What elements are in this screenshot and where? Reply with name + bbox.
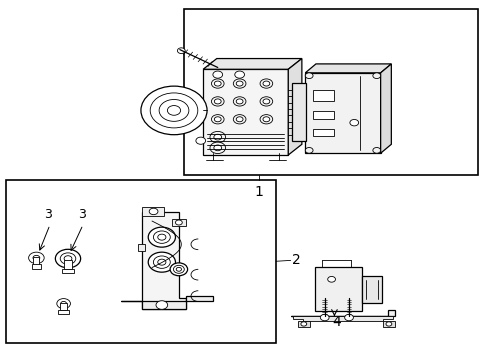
- Circle shape: [214, 117, 221, 122]
- Bar: [31, 264, 41, 269]
- Bar: [183, 9, 477, 175]
- Circle shape: [214, 81, 221, 86]
- Circle shape: [349, 120, 358, 126]
- Circle shape: [150, 93, 198, 128]
- Bar: [6, 180, 276, 342]
- Bar: [312, 111, 333, 120]
- Circle shape: [141, 86, 206, 135]
- Circle shape: [372, 148, 380, 153]
- Text: 2: 2: [291, 253, 300, 267]
- Bar: [58, 310, 69, 314]
- Circle shape: [55, 249, 81, 268]
- Circle shape: [196, 137, 205, 144]
- Bar: [314, 267, 362, 311]
- Polygon shape: [120, 296, 212, 309]
- Text: 4: 4: [332, 315, 341, 329]
- Bar: [33, 257, 39, 265]
- Circle shape: [159, 99, 188, 121]
- Circle shape: [156, 301, 167, 309]
- Circle shape: [33, 255, 40, 260]
- Circle shape: [344, 314, 353, 321]
- Circle shape: [233, 97, 245, 106]
- Circle shape: [305, 148, 312, 153]
- Polygon shape: [142, 207, 164, 216]
- Circle shape: [211, 79, 224, 88]
- Circle shape: [233, 79, 245, 88]
- Circle shape: [211, 97, 224, 106]
- Polygon shape: [171, 219, 186, 226]
- Circle shape: [148, 227, 175, 247]
- Circle shape: [211, 114, 224, 124]
- Circle shape: [327, 276, 335, 282]
- Circle shape: [176, 267, 181, 271]
- Circle shape: [175, 220, 182, 225]
- Circle shape: [158, 234, 165, 240]
- Circle shape: [372, 73, 380, 78]
- Bar: [312, 90, 333, 101]
- Circle shape: [167, 105, 180, 115]
- Polygon shape: [380, 64, 390, 153]
- Polygon shape: [142, 212, 186, 309]
- Circle shape: [263, 81, 269, 86]
- Text: 3: 3: [43, 208, 51, 221]
- Polygon shape: [287, 59, 301, 155]
- Circle shape: [260, 114, 272, 124]
- Circle shape: [209, 142, 225, 154]
- Circle shape: [236, 99, 243, 104]
- Circle shape: [177, 48, 185, 54]
- Bar: [62, 269, 74, 273]
- Polygon shape: [305, 64, 390, 73]
- Circle shape: [64, 256, 72, 261]
- Circle shape: [29, 252, 44, 264]
- Polygon shape: [297, 321, 309, 327]
- Circle shape: [149, 208, 158, 215]
- Circle shape: [213, 134, 221, 140]
- Circle shape: [209, 131, 225, 143]
- Bar: [362, 276, 381, 302]
- Polygon shape: [137, 244, 144, 251]
- Circle shape: [214, 99, 221, 104]
- Circle shape: [305, 73, 312, 78]
- Circle shape: [320, 314, 328, 321]
- Bar: [60, 303, 67, 310]
- Circle shape: [148, 252, 175, 272]
- Circle shape: [57, 298, 70, 309]
- Circle shape: [233, 114, 245, 124]
- Circle shape: [60, 253, 76, 264]
- Polygon shape: [292, 316, 392, 321]
- Circle shape: [153, 256, 170, 268]
- Text: 1: 1: [254, 185, 263, 199]
- Circle shape: [385, 322, 391, 326]
- Bar: [64, 260, 72, 269]
- Bar: [312, 129, 333, 135]
- Circle shape: [153, 231, 170, 243]
- Bar: [291, 83, 305, 141]
- Circle shape: [260, 97, 272, 106]
- Circle shape: [263, 117, 269, 122]
- Circle shape: [173, 265, 184, 273]
- Circle shape: [236, 117, 243, 122]
- Circle shape: [170, 263, 187, 276]
- Circle shape: [61, 301, 66, 306]
- Polygon shape: [290, 310, 394, 316]
- Circle shape: [263, 99, 269, 104]
- Polygon shape: [382, 321, 394, 327]
- Circle shape: [260, 79, 272, 88]
- Circle shape: [300, 322, 306, 326]
- Circle shape: [212, 71, 222, 78]
- Polygon shape: [203, 69, 287, 155]
- Polygon shape: [305, 73, 380, 153]
- Text: 3: 3: [78, 208, 85, 221]
- Circle shape: [158, 259, 165, 265]
- Circle shape: [236, 81, 243, 86]
- Polygon shape: [203, 59, 301, 69]
- Circle shape: [213, 145, 221, 151]
- Circle shape: [234, 71, 244, 78]
